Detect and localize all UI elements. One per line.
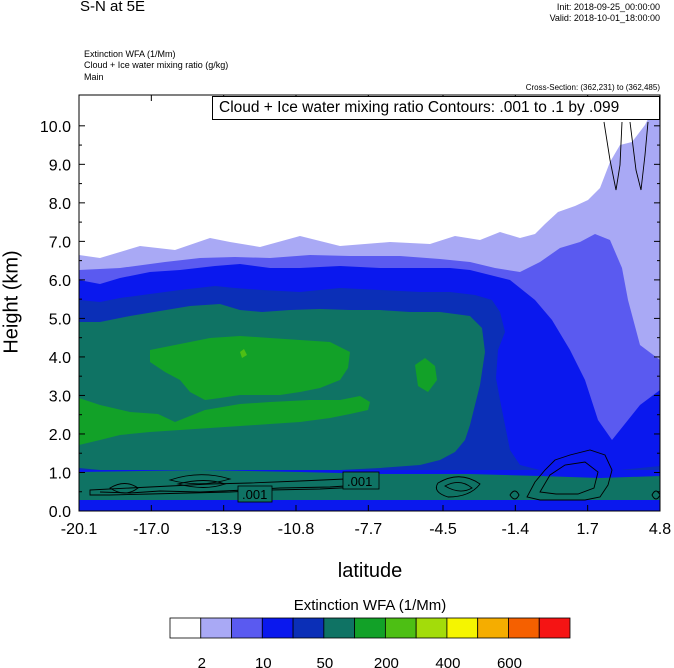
contour-line [176, 480, 227, 488]
contour-line [509, 490, 520, 500]
colorbar-label: 50 [317, 655, 334, 668]
colorbar: 2 10 50 200 400 600 [169, 617, 571, 668]
colorbar-swatch [446, 617, 479, 639]
light-green-speck [240, 349, 247, 358]
init-time-label: Init: 2018-09-25_00:00:00 [556, 2, 660, 12]
colorbar-label: 600 [497, 655, 522, 668]
colorbar-swatch [415, 617, 448, 639]
y-tick-label: 4.0 [49, 350, 71, 367]
y-axis-label: Height (km) [0, 250, 23, 354]
y-tick-label: 3.0 [49, 388, 71, 405]
green-region-mid [150, 336, 350, 400]
colorbar-label: 2 [198, 655, 206, 668]
x-tick-label: -4.5 [429, 521, 457, 538]
contour-line [629, 121, 649, 191]
contour-line [526, 449, 613, 501]
y-tick-label: 1.0 [49, 465, 71, 482]
colorbar-label: 10 [255, 655, 272, 668]
colorbar-swatch [231, 617, 263, 639]
x-tick-label: -17.0 [133, 521, 170, 538]
contour-line [99, 484, 361, 494]
y-axis: 0.0 1.0 2.0 3.0 4.0 5.0 6.0 7.0 8.0 9.0 10.0 [40, 119, 660, 521]
x-tick-label: -10.8 [278, 521, 315, 538]
x-axis-label: latitude [337, 560, 403, 582]
colorbar-swatch [477, 617, 509, 639]
y-tick-label: 10.0 [40, 119, 71, 136]
y-tick-label: 0.0 [49, 504, 71, 521]
field-name-main: Main [84, 72, 104, 82]
contour-info-box: Cloud + Ice water mixing ratio Contours:… [212, 96, 660, 120]
contour-line [168, 474, 232, 485]
colorbar-title: Extinction WFA (1/Mm) [293, 597, 447, 614]
green-region-left [79, 396, 370, 445]
contour-line [603, 121, 623, 191]
x-tick-label: 1.7 [577, 521, 599, 538]
main-title: S-N at 5E [80, 0, 146, 15]
x-tick-label: -1.4 [502, 521, 530, 538]
contour-label-box [342, 471, 380, 490]
contour-lines [89, 121, 661, 503]
contour-line [539, 461, 599, 495]
x-tick-label: 4.8 [649, 521, 671, 538]
colorbar-swatch [354, 617, 386, 639]
field-name-extinction: Extinction WFA (1/Mm) [84, 49, 176, 59]
colorbar-swatch [261, 617, 294, 639]
y-tick-label: 7.0 [49, 234, 71, 251]
colorbar-label: 400 [435, 655, 460, 668]
contour-line [435, 476, 481, 498]
contour-label: .001 [347, 474, 372, 489]
x-tick-label: -13.9 [205, 521, 242, 538]
colorbar-swatch [538, 617, 571, 639]
contour-label: .001 [242, 487, 267, 502]
contour-line [444, 482, 473, 492]
y-tick-label: 5.0 [49, 311, 71, 328]
surface-blue-strip [79, 500, 660, 511]
valid-time-label: Valid: 2018-10-01_18:00:00 [549, 13, 660, 23]
colorbar-swatch [508, 617, 540, 639]
x-tick-label: -7.7 [355, 521, 383, 538]
cross-section-label: Cross-Section: (362,231) to (362,485) [525, 83, 660, 92]
colorbar-label: 200 [374, 655, 399, 668]
colorbar-swatch [323, 617, 356, 639]
green-region-right [415, 358, 437, 392]
y-tick-label: 8.0 [49, 196, 71, 213]
colorbar-swatch [384, 617, 417, 639]
x-axis: -20.1 -17.0 -13.9 -10.8 -7.7 -4.5 -1.4 1.7 4.8 [61, 95, 671, 538]
y-tick-label: 6.0 [49, 273, 71, 290]
colorbar-swatch [200, 617, 232, 639]
contour-line [109, 483, 139, 494]
contour-label-box [237, 485, 273, 503]
plot-frame [78, 94, 661, 512]
y-tick-label: 2.0 [49, 427, 71, 444]
y-tick-label: 9.0 [49, 157, 71, 174]
x-tick-label: -20.1 [61, 521, 98, 538]
field-name-cloud-ice: Cloud + Ice water mixing ratio (g/kg) [84, 60, 229, 70]
colorbar-swatch [292, 617, 325, 639]
colorbar-swatch [169, 617, 202, 639]
